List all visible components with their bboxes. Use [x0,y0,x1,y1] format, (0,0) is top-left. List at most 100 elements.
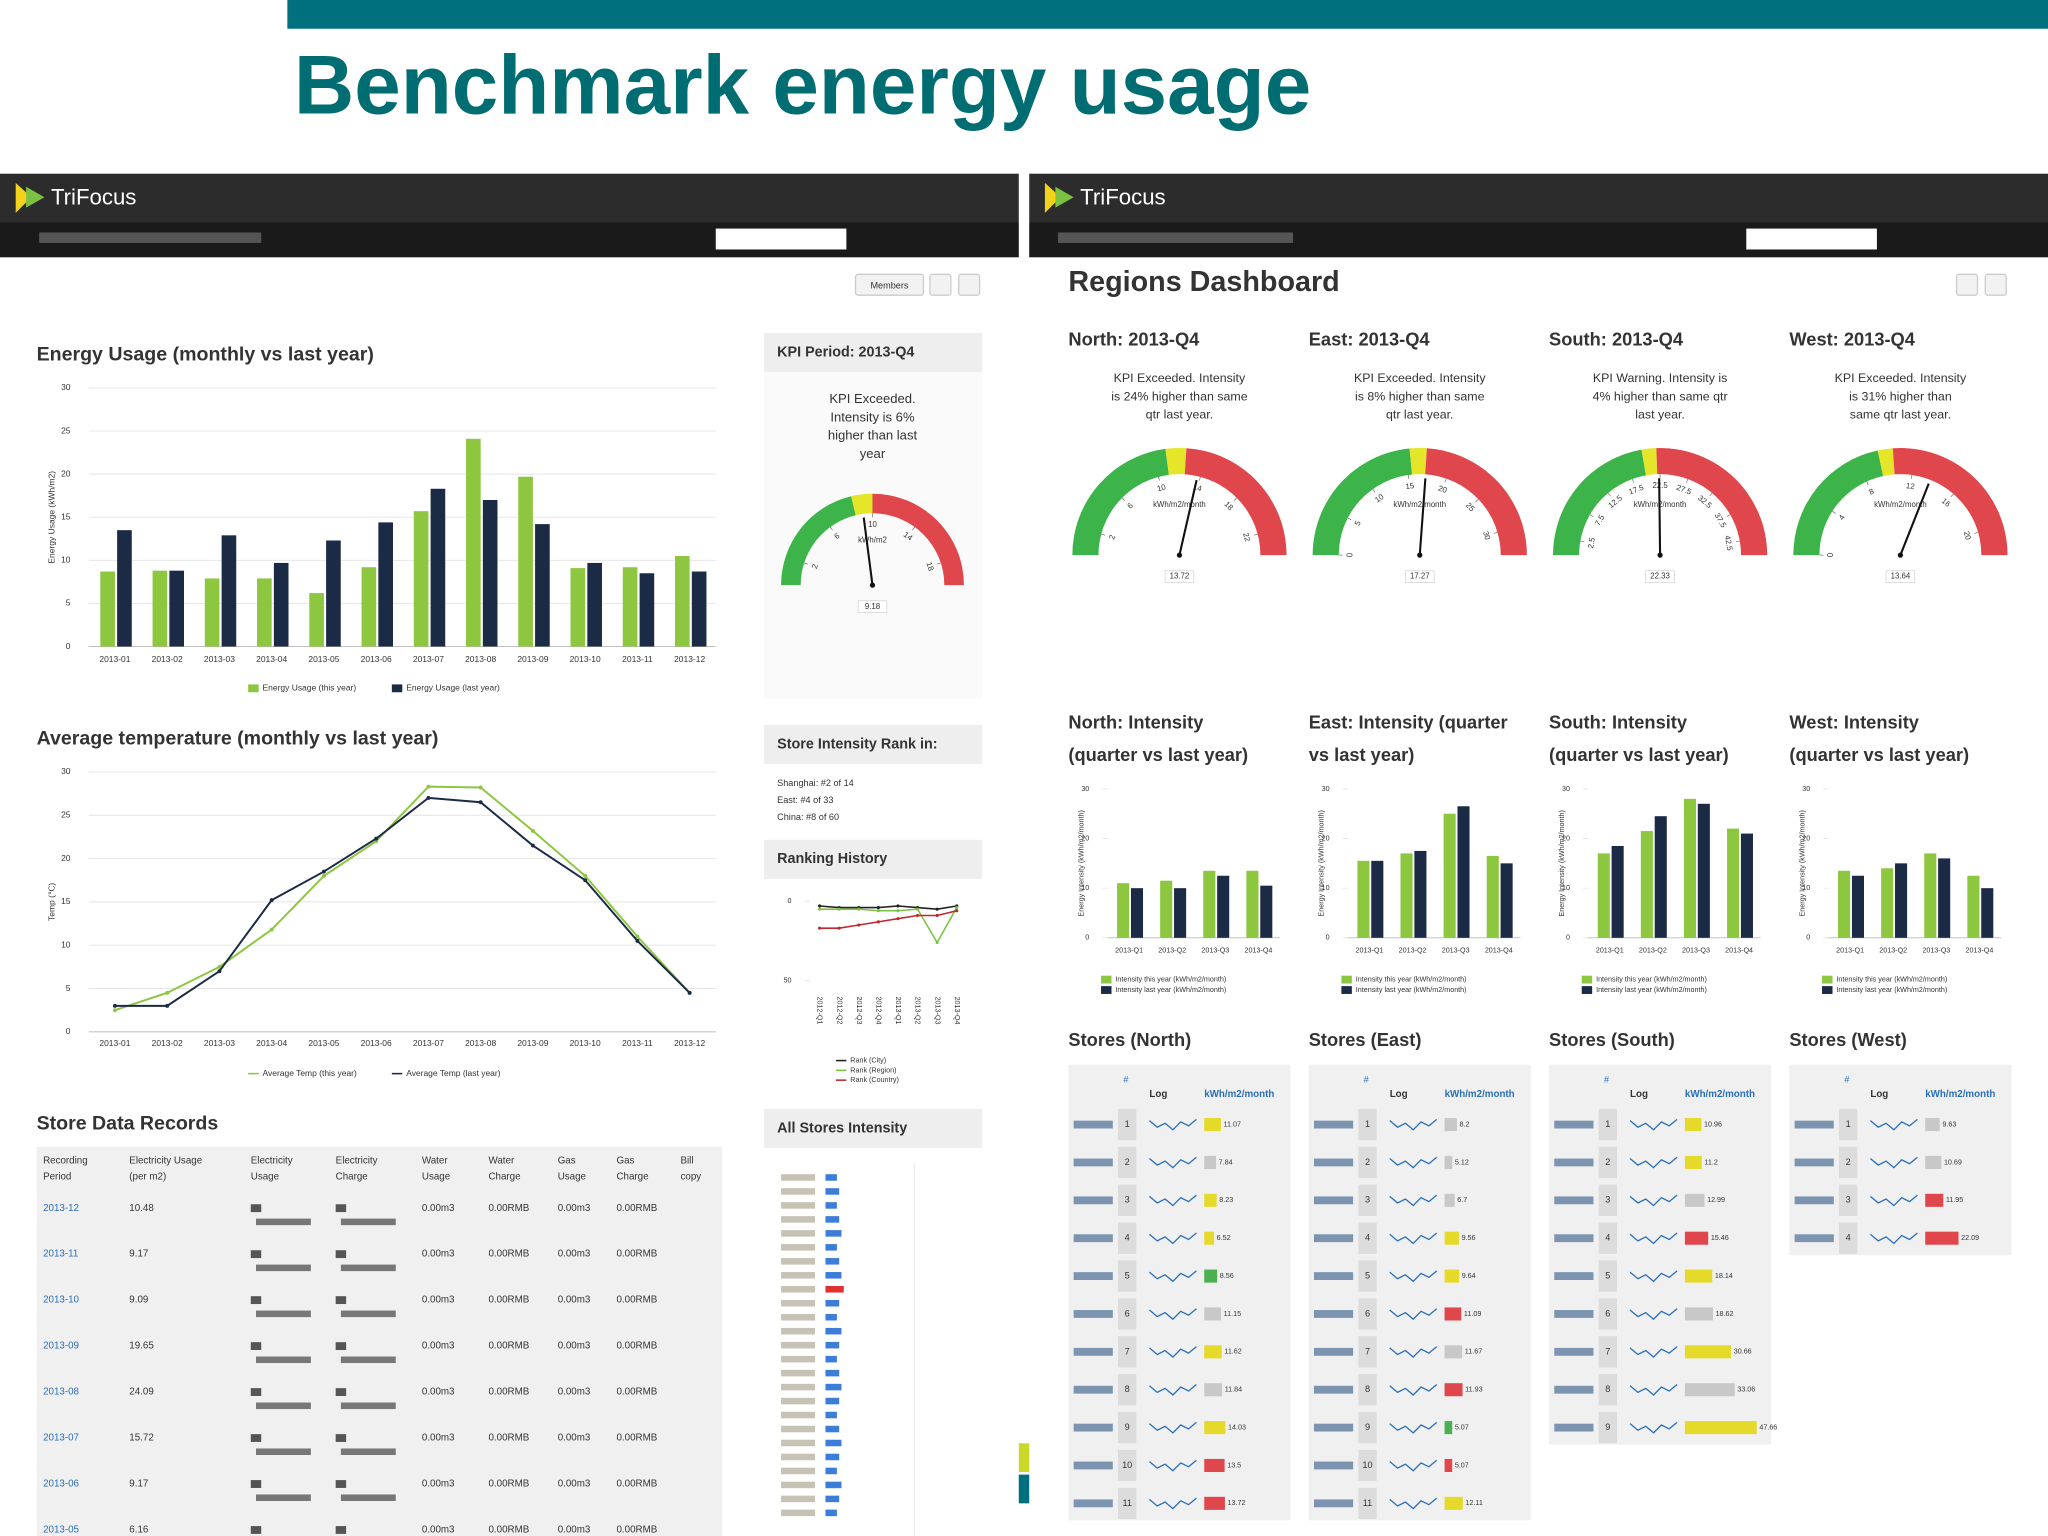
legend-label: Intensity last year (kWh/m2/month) [1356,986,1467,994]
value-bar [1684,1345,1732,1359]
search-box[interactable] [715,228,847,250]
blurred-name [1313,1423,1354,1432]
bar [430,488,446,647]
value-bar [1925,1231,1959,1245]
settings-button[interactable] [1984,273,2007,296]
column-header: # [1123,1075,1129,1085]
gauge-unit: kWh/m2/month [1153,500,1206,509]
kpi-text: qtr last year. [1146,408,1214,422]
gauge-band [1641,448,1658,476]
blurred-label [781,1369,816,1377]
y-tick-label: 30 [1802,785,1810,793]
legend-label: Energy Usage (this year) [263,683,357,693]
bar [587,562,602,647]
rank-cell [1358,1374,1377,1406]
gauge-band [1793,450,1884,556]
value-bar [1684,1193,1705,1207]
point [478,785,483,790]
y-tick-label: 20 [1322,834,1330,842]
x-tick-label: 2012-Q1 [816,997,824,1025]
point [583,878,588,883]
lock-button[interactable] [929,273,952,296]
search-box[interactable] [1746,228,1877,250]
value-bar [1684,1307,1713,1321]
value-label: 12.11 [1465,1499,1482,1507]
value-bar [1444,1421,1453,1435]
value-bar [1204,1458,1225,1472]
point [112,1003,117,1008]
cell: 0.00m3 [558,1387,591,1398]
bar [825,1369,840,1377]
legend-label: Intensity last year (kWh/m2/month) [1115,986,1226,994]
gauge-tick-label: 0 [1826,552,1835,557]
bar [1938,858,1951,938]
x-tick-label: 2013-06 [361,1038,392,1048]
y-tick-label: 50 [784,976,792,984]
y-tick-label: 0 [788,897,792,905]
rank-cell [1118,1260,1137,1292]
point [955,906,959,910]
y-tick-label: 10 [1562,884,1570,892]
bar [1838,870,1851,938]
y-tick-label: 10 [1081,884,1089,892]
bar [825,1174,837,1181]
gauge-tick [912,526,915,531]
cell: 2013-06 [43,1479,79,1490]
legend-label: Intensity this year (kWh/m2/month) [1596,975,1707,983]
cell: 0.00RMB [616,1525,657,1536]
cell: 0.00RMB [616,1203,657,1214]
rank-cell [1839,1146,1858,1179]
bar [825,1383,842,1391]
sparkline [1148,1383,1197,1396]
kpi-text: KPI Exceeded. Intensity [1354,371,1486,385]
members-button[interactable] [854,273,925,296]
section-title: Store Data Records [37,1113,219,1135]
legend-swatch [1101,975,1112,984]
value-label: 22.09 [1961,1234,1979,1242]
y-tick-label: 15 [61,896,71,906]
series-line [819,909,957,929]
legend-label: Intensity last year (kWh/m2/month) [1836,986,1947,994]
value-bar [1204,1345,1222,1359]
x-tick-label: 2013-02 [152,1038,183,1048]
cell: 0.00m3 [558,1295,591,1306]
point [269,898,274,903]
gauge-hub [1417,552,1423,558]
value-label: 30.66 [1734,1348,1752,1356]
nav-links[interactable] [1057,232,1294,243]
bar [1414,850,1427,938]
lock-button[interactable] [1955,273,1979,296]
chart-title: (quarter vs last year) [1789,744,1969,765]
column-header: # [1844,1075,1850,1085]
gauge-tick [1735,540,1740,543]
bar [1740,833,1753,938]
value-label: 9.63 [1942,1120,1956,1128]
sparkline [1629,1308,1678,1321]
point [837,926,841,930]
point [818,904,822,908]
rank: 6 [1365,1308,1370,1318]
cell: 0.00m3 [422,1249,455,1260]
cell: 24.09 [129,1387,153,1398]
column-header: kWh/m2/month [1925,1089,1995,1100]
stores-header [764,1108,983,1149]
settings-button[interactable] [958,273,981,296]
gauge-needle [1178,479,1198,556]
rank-cell [1118,1449,1137,1482]
y-tick-label: 20 [1081,834,1089,842]
value-label: 7.84 [1219,1158,1233,1166]
chart-title: vs last year) [1309,744,1415,765]
nav-links[interactable] [39,232,262,243]
rank-cell [1118,1222,1137,1254]
bar [825,1397,840,1405]
rank: 8 [1125,1384,1130,1394]
y-tick-label: 15 [61,511,71,521]
value-bar [1684,1231,1709,1245]
bar [1697,803,1710,938]
gauge-tick-label: 10 [1156,482,1167,493]
rank: 10 [1362,1460,1372,1470]
cell: 2013-07 [43,1433,79,1444]
point [857,907,861,911]
y-tick-label: 30 [1081,785,1089,793]
rank-cell [1358,1411,1377,1444]
